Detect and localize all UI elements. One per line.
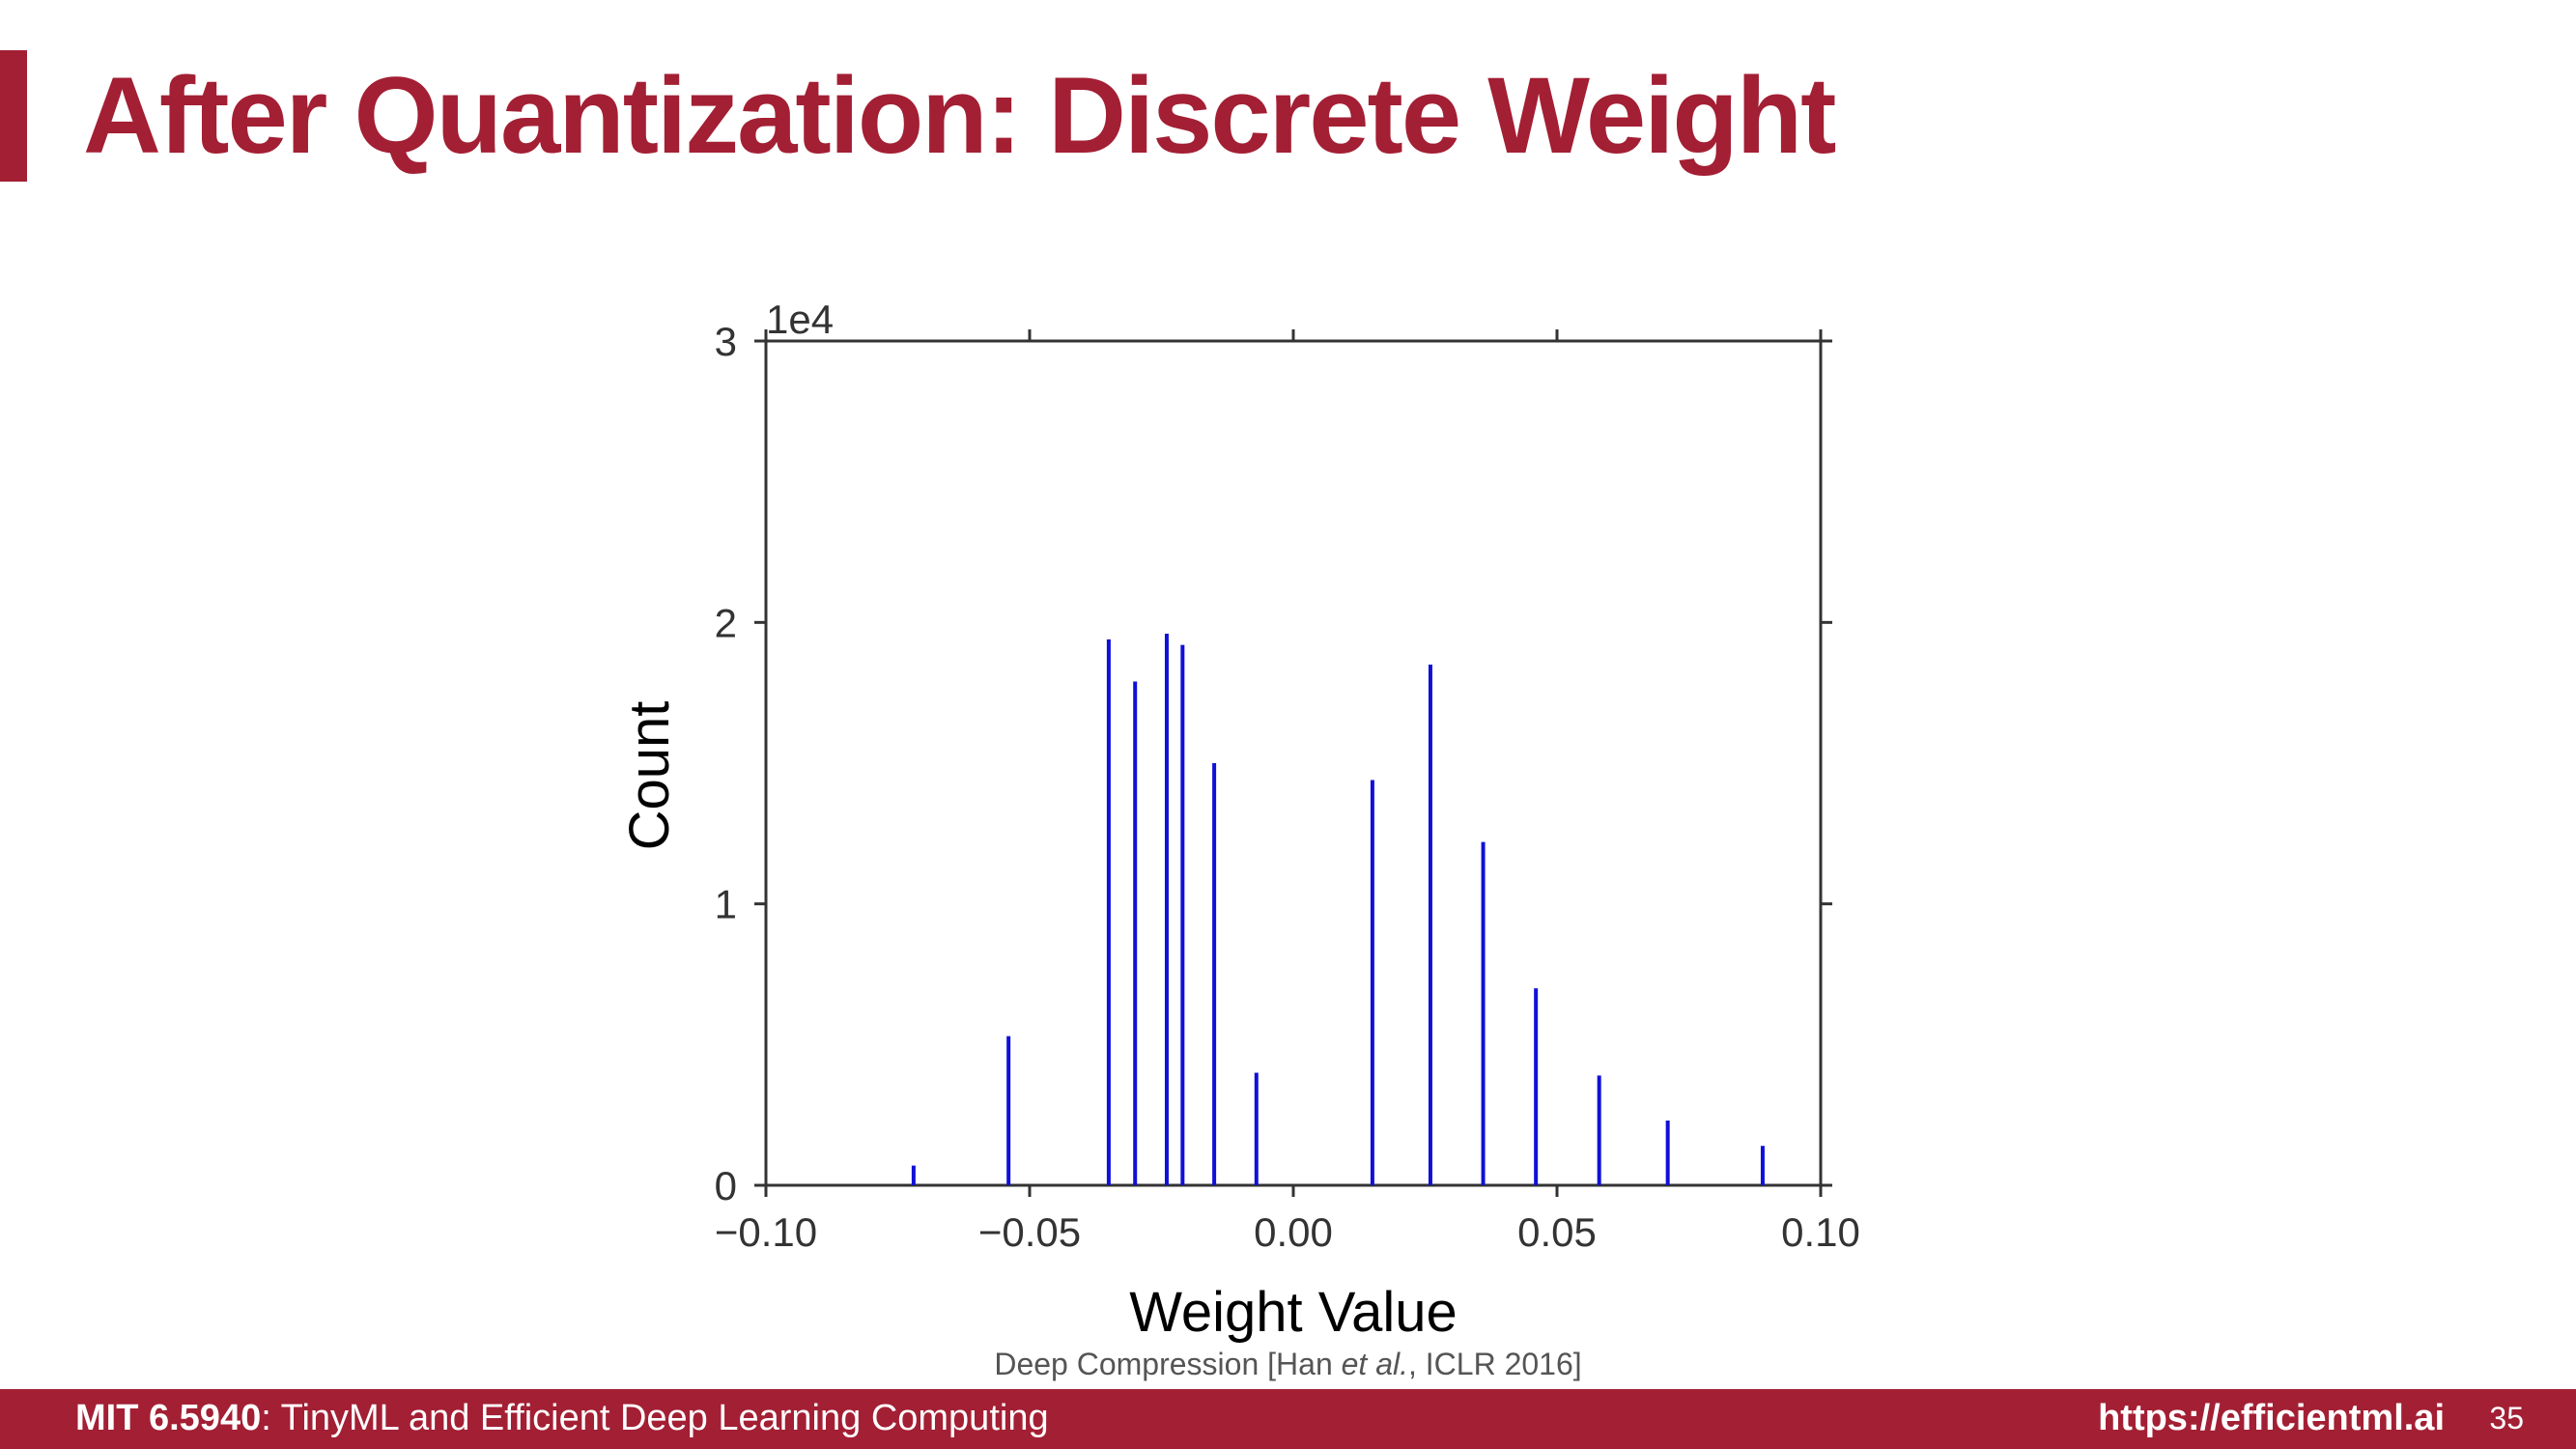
- footer-url[interactable]: https://efficientml.ai: [2098, 1398, 2445, 1438]
- x-tick-label: −0.05: [978, 1209, 1081, 1255]
- footer-bar: MIT 6.5940: TinyML and Efficient Deep Le…: [0, 1389, 2576, 1449]
- y-tick-label: 3: [715, 319, 737, 364]
- course-title: : TinyML and Efficient Deep Learning Com…: [261, 1398, 1049, 1438]
- title-accent-bar: [0, 50, 27, 182]
- slide-title: After Quantization: Discrete Weight: [83, 55, 1836, 176]
- y-multiplier-label: 1e4: [766, 297, 834, 342]
- x-tick-label: −0.10: [715, 1209, 817, 1255]
- y-tick-label: 1: [715, 882, 737, 927]
- citation-prefix: Deep Compression [Han: [994, 1347, 1342, 1381]
- footer-course: MIT 6.5940: TinyML and Efficient Deep Le…: [75, 1398, 1049, 1439]
- x-axis-label: Weight Value: [1129, 1281, 1458, 1344]
- plot-frame: [764, 339, 1823, 1187]
- x-tick-label: 0.10: [1781, 1209, 1860, 1255]
- y-tick-label: 0: [715, 1163, 737, 1208]
- x-tick-label: 0.05: [1517, 1209, 1597, 1255]
- citation: Deep Compression [Han et al., ICLR 2016]: [0, 1347, 2576, 1382]
- x-tick-label: 0.00: [1254, 1209, 1333, 1255]
- citation-italic: et al.: [1341, 1347, 1408, 1381]
- y-axis-label: Count: [618, 701, 681, 851]
- page-number: 35: [2489, 1401, 2524, 1435]
- course-code: MIT 6.5940: [75, 1398, 262, 1438]
- y-tick-label: 2: [715, 600, 737, 645]
- chart-plot-area: −0.10 −0.05 0.00 0.05 0.10 0 1 2 3 1e4 Weight Valu…: [618, 297, 1860, 1344]
- citation-suffix: , ICLR 2016]: [1408, 1347, 1582, 1381]
